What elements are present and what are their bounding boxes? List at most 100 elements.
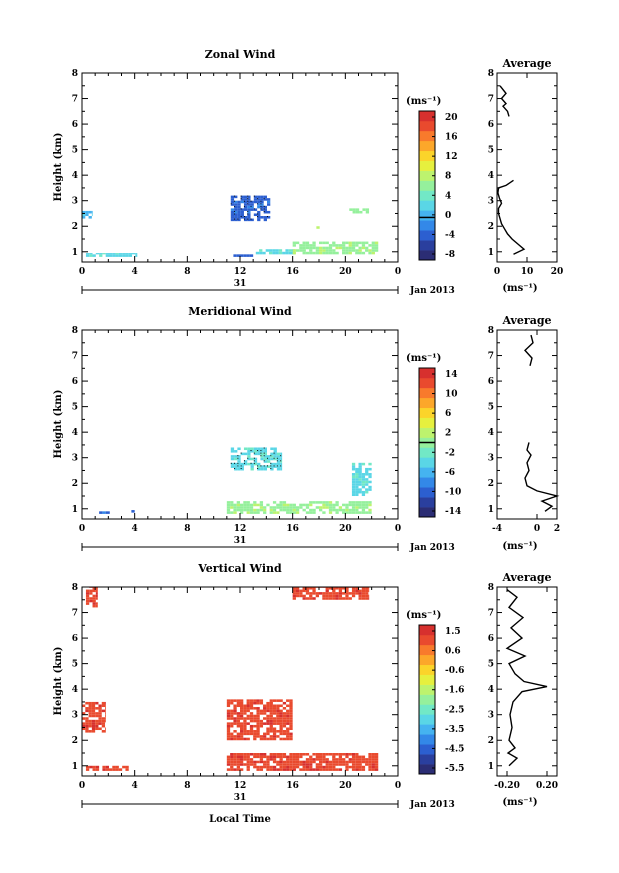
vertical-cell [230,712,234,715]
meridional-cell [282,506,287,509]
zonal-cell [348,251,352,255]
meridional-contour-dot [250,450,252,452]
meridional-cbar-swatch [419,457,435,468]
meridional-cell [351,493,356,497]
vertical-cell [365,592,369,595]
vertical-cbar-frame [418,624,436,775]
meridional-cell [348,503,352,507]
zonal-cell [234,205,238,209]
vertical-cell [365,587,369,590]
zonal-cell [243,200,248,204]
vertical-cell [256,735,260,738]
vertical-cell [240,730,244,733]
vertical-cell [246,722,250,725]
meridional-cell [260,465,264,468]
vertical-cell [236,712,240,715]
meridional-cell [365,473,369,476]
vertical-cell [315,765,319,769]
zonal-cell [351,246,356,250]
meridional-cell [102,511,106,514]
vertical-cell [236,732,240,736]
meridional-cell [266,503,270,507]
vertical-cell [295,589,300,593]
vertical-ytick-label: 4 [72,685,78,695]
meridional-contour-dot [253,462,255,464]
meridional-cell [247,462,251,466]
zonal-average-frame [496,72,558,263]
vertical-cell [315,594,319,598]
zonal-cell [272,251,276,255]
meridional-average-frame [496,329,558,520]
vertical-cell [279,765,283,769]
vertical-cell [240,712,244,715]
vertical-cell [233,763,237,766]
vertical-cell [279,758,283,761]
vertical-cell [226,712,231,715]
vertical-cell [266,709,270,713]
meridional-cell [280,467,283,471]
vertical-cell [233,755,237,759]
zonal-date-day: 31 [234,279,247,289]
meridional-cell [272,501,277,504]
vertical-cell [256,712,260,715]
vertical-cell [302,763,306,766]
meridional-cell [345,508,349,512]
zonal-cell [240,200,244,204]
vertical-cell [112,765,116,769]
meridional-cell [335,511,339,514]
vertical-cell [263,707,267,710]
meridional-cell [260,452,264,456]
vertical-cell [309,758,313,761]
meridional-cell [361,503,366,507]
vertical-cell [253,737,257,741]
vertical-cell [351,758,356,761]
meridional-cell [269,506,273,509]
vertical-cell [89,589,93,593]
vertical-cell [259,709,264,713]
vertical-cell [92,768,96,771]
vertical-cell [256,768,260,771]
zonal-cell [85,254,90,257]
vertical-cell [358,763,362,766]
vertical-cell [263,763,267,766]
zonal-cbar-swatch [419,220,435,231]
meridional-contour-dot [247,457,249,459]
meridional-date-day: 31 [234,536,247,546]
zonal-cell [243,218,248,222]
meridional-cell [266,465,271,468]
zonal-cell [115,253,119,255]
vertical-cell [85,709,89,713]
vertical-cbar-swatch [419,674,435,685]
vertical-cell [325,765,329,769]
vertical-cell [92,599,96,603]
zonal-contour-dot [247,198,249,200]
meridional-cell [342,503,346,507]
meridional-cell [253,452,258,456]
vertical-cell [279,712,283,715]
zonal-cbar-swatch [419,150,435,161]
zonal-cell [371,251,375,255]
zonal-contour-dot [253,208,255,210]
zonal-cell [250,200,254,204]
vertical-average-ytick-label: 2 [488,736,494,746]
vertical-cell [276,712,280,715]
zonal-xtick-label: 12 [234,267,247,277]
meridional-cell [256,503,260,507]
vertical-cell [361,755,366,759]
zonal-cell [243,198,248,201]
vertical-cell [338,597,343,600]
meridional-cell [351,462,356,466]
vertical-cell [276,735,280,738]
zonal-cell [348,249,352,252]
vertical-cell [338,589,343,593]
vertical-cell [105,712,106,715]
vertical-ytick-label: 5 [72,660,78,670]
vertical-cell [259,735,264,738]
vertical-cell [259,712,264,715]
vertical-cell [101,730,106,733]
meridional-cell [286,511,290,514]
vertical-cell [85,592,90,595]
vertical-cell [263,717,267,720]
meridional-cell [315,506,319,509]
